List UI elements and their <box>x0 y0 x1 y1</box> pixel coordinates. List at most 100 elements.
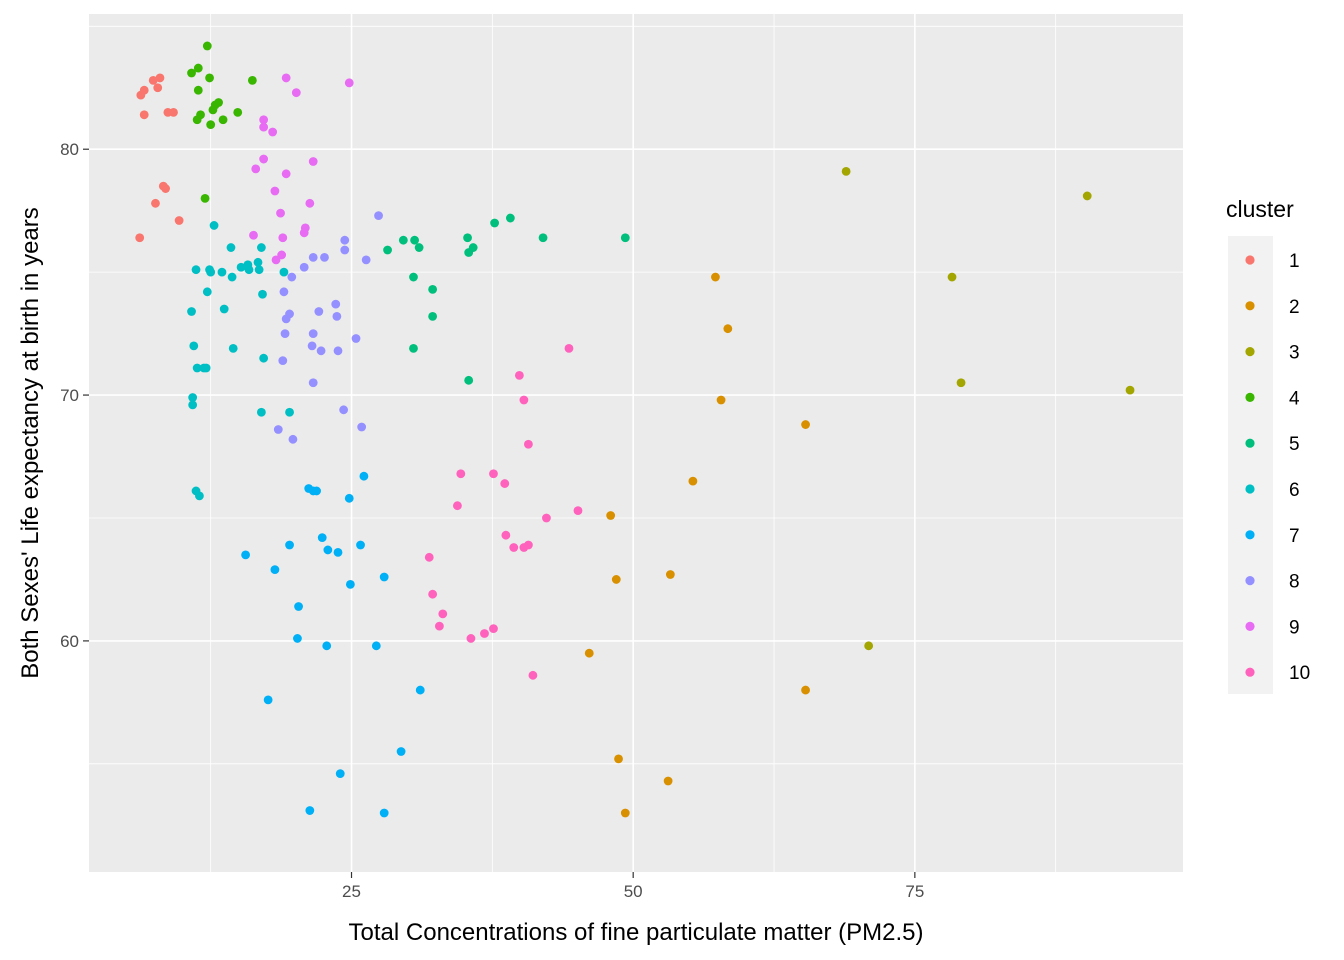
legend-label-8: 8 <box>1289 572 1300 593</box>
data-point-cluster-5 <box>414 243 424 252</box>
data-point-cluster-8 <box>340 245 350 255</box>
y-tick-label: 70 <box>60 386 79 405</box>
data-point-cluster-10 <box>564 343 574 353</box>
x-axis-title: Total Concentrations of fine particulate… <box>349 919 924 946</box>
data-point-cluster-1 <box>161 184 171 193</box>
data-point-cluster-10 <box>528 670 538 680</box>
data-point-cluster-8 <box>278 356 288 366</box>
data-point-cluster-5 <box>620 233 630 243</box>
data-point-cluster-2 <box>716 395 726 405</box>
legend-key-3 <box>1245 347 1255 357</box>
data-point-cluster-4 <box>196 110 205 120</box>
x-axis: 25 50 75 <box>342 872 924 901</box>
data-point-cluster-2 <box>665 570 675 579</box>
data-point-cluster-2 <box>688 476 698 486</box>
data-point-cluster-7 <box>396 747 406 756</box>
data-point-cluster-6 <box>228 343 238 353</box>
data-point-cluster-8 <box>340 235 350 245</box>
x-tick-label: 50 <box>624 882 643 901</box>
data-point-cluster-8 <box>332 311 342 321</box>
legend-key-2 <box>1245 301 1255 311</box>
legend-label-4: 4 <box>1289 388 1300 409</box>
legend-key-4 <box>1245 392 1255 402</box>
data-point-cluster-9 <box>259 122 269 132</box>
data-point-cluster-4 <box>193 85 203 95</box>
data-point-cluster-6 <box>256 407 266 417</box>
data-point-cluster-4 <box>205 73 214 83</box>
data-point-cluster-3 <box>1125 385 1135 395</box>
legend-key-8 <box>1245 576 1255 586</box>
data-point-cluster-10 <box>453 501 462 511</box>
data-point-cluster-6 <box>253 257 263 267</box>
data-point-cluster-10 <box>501 530 511 540</box>
data-point-cluster-10 <box>434 621 444 631</box>
data-point-cluster-6 <box>259 353 269 363</box>
data-point-cluster-4 <box>193 63 203 73</box>
data-point-cluster-9 <box>251 164 261 174</box>
data-point-cluster-8 <box>308 252 318 262</box>
data-point-cluster-8 <box>273 425 283 434</box>
data-points <box>135 41 1135 818</box>
y-axis: 60 70 80 <box>60 140 89 651</box>
data-point-cluster-7 <box>285 540 294 550</box>
data-point-cluster-5 <box>428 311 438 321</box>
data-point-cluster-1 <box>135 233 145 243</box>
data-point-cluster-4 <box>202 41 212 51</box>
data-point-cluster-2 <box>606 511 616 520</box>
data-point-cluster-9 <box>281 73 291 83</box>
data-point-cluster-6 <box>226 243 236 252</box>
x-tick-label: 75 <box>905 882 924 901</box>
data-point-cluster-10 <box>424 552 434 562</box>
data-point-cluster-10 <box>573 506 583 516</box>
data-point-cluster-7 <box>371 641 381 651</box>
data-point-cluster-9 <box>291 88 301 98</box>
legend-key-7 <box>1245 530 1255 540</box>
data-point-cluster-2 <box>620 808 630 818</box>
data-point-cluster-6 <box>188 393 198 402</box>
data-point-cluster-7 <box>335 769 345 779</box>
data-point-cluster-10 <box>456 469 466 479</box>
data-point-cluster-9 <box>276 208 285 218</box>
data-point-cluster-10 <box>514 370 524 380</box>
data-point-cluster-6 <box>236 262 246 272</box>
data-point-cluster-9 <box>344 78 354 88</box>
data-point-cluster-10 <box>489 469 498 479</box>
data-point-cluster-6 <box>206 267 216 277</box>
legend-label-2: 2 <box>1289 297 1300 318</box>
data-point-cluster-1 <box>169 107 178 117</box>
data-point-cluster-4 <box>214 98 223 107</box>
data-point-cluster-5 <box>463 233 472 243</box>
legend-label-7: 7 <box>1289 526 1300 547</box>
data-point-cluster-3 <box>864 641 874 651</box>
data-point-cluster-6 <box>258 289 267 299</box>
data-point-cluster-9 <box>299 228 309 238</box>
data-point-cluster-1 <box>153 83 163 93</box>
data-point-cluster-7 <box>263 695 273 705</box>
data-point-cluster-10 <box>524 540 533 550</box>
data-point-cluster-4 <box>208 105 218 115</box>
data-point-cluster-2 <box>801 420 810 429</box>
data-point-cluster-8 <box>279 287 289 297</box>
data-point-cluster-3 <box>956 378 966 388</box>
data-point-cluster-7 <box>345 579 355 589</box>
data-point-cluster-7 <box>415 685 425 695</box>
data-point-cluster-1 <box>139 110 149 120</box>
data-point-cluster-8 <box>299 262 309 272</box>
minor-grid <box>89 14 1183 872</box>
data-point-cluster-6 <box>227 272 237 282</box>
data-point-cluster-8 <box>333 346 343 356</box>
legend-title: cluster <box>1226 196 1294 222</box>
data-point-cluster-9 <box>270 186 280 196</box>
data-point-cluster-4 <box>206 120 216 130</box>
data-point-cluster-5 <box>410 235 420 245</box>
data-point-cluster-2 <box>584 648 594 658</box>
data-point-cluster-9 <box>259 154 269 164</box>
data-point-cluster-3 <box>841 166 851 176</box>
legend-label-10: 10 <box>1289 663 1310 684</box>
data-point-cluster-5 <box>464 375 474 385</box>
data-point-cluster-8 <box>307 341 317 351</box>
data-point-cluster-8 <box>287 272 297 282</box>
data-point-cluster-10 <box>542 513 551 523</box>
plot-panel <box>89 14 1183 872</box>
data-point-cluster-2 <box>611 575 621 584</box>
